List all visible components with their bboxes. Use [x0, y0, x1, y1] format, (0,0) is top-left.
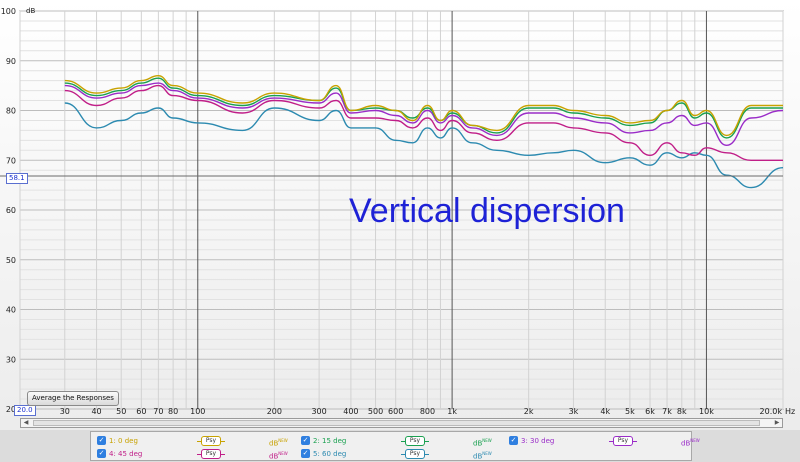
min-level-value[interactable]: 20.0: [14, 405, 36, 416]
y-tick-label: 90: [6, 57, 16, 66]
y-tick-label: 100: [1, 7, 16, 16]
psy-smoothing-button[interactable]: Psy: [197, 449, 225, 459]
x-tick-label: 30: [60, 407, 70, 416]
x-tick-label: 800: [420, 407, 435, 416]
legend-label: 4: 45 deg: [109, 450, 143, 458]
x-tick-label: 100: [190, 407, 205, 416]
x-tick-label: 2k: [524, 407, 534, 416]
curves: [64, 74, 784, 189]
curve-5: [64, 102, 784, 189]
x-tick-label: 70: [153, 407, 163, 416]
scroll-left-arrow-icon[interactable]: ◀: [23, 419, 29, 426]
db-new-label: dBNEW: [269, 451, 288, 461]
x-tick-label: 200: [267, 407, 282, 416]
scroll-thumb[interactable]: [33, 420, 760, 426]
grid: [19, 10, 784, 410]
psy-smoothing-button[interactable]: Psy: [609, 436, 637, 446]
x-tick-label: 3k: [569, 407, 579, 416]
db-new-label: dBNEW: [473, 451, 492, 461]
chart-annotation: Vertical dispersion: [349, 192, 625, 230]
y-axis-label: dB: [26, 7, 35, 15]
psy-smoothing-button[interactable]: Psy: [401, 449, 429, 459]
x-tick-label: 600: [388, 407, 403, 416]
x-tick-label: 6k: [645, 407, 655, 416]
legend-panel: ✓ 1: 0 deg Psy dBNEW ✓ 2: 15 deg Psy dBN…: [90, 431, 700, 461]
y-tick-label: 70: [6, 156, 16, 165]
x-tick-label: 4k: [600, 407, 610, 416]
plot-area[interactable]: 100 90 80 70 60 50 40 30 20 30 40 50 60 70 80 100 200 30…: [0, 0, 800, 430]
psy-smoothing-button[interactable]: Psy: [197, 436, 225, 446]
x-tick-label: 5k: [625, 407, 635, 416]
y-tick-label: 30: [6, 355, 16, 364]
x-tick-label: 300: [311, 407, 326, 416]
x-tick-label: 60: [136, 407, 146, 416]
legend-label: 5: 60 deg: [313, 450, 347, 458]
x-tick-label: 20.0k: [760, 407, 783, 416]
split-level-value[interactable]: 58.1: [6, 173, 28, 184]
y-tick-label: 60: [6, 206, 16, 215]
x-tick-label: 80: [168, 407, 178, 416]
db-new-label: dBNEW: [473, 438, 492, 448]
checkbox-checked-icon[interactable]: ✓: [301, 449, 310, 458]
scroll-right-arrow-icon[interactable]: ▶: [774, 419, 780, 426]
legend-label: 3: 30 deg: [521, 437, 555, 445]
x-axis-label: Hz: [785, 407, 795, 416]
y-tick-label: 80: [6, 107, 16, 116]
x-tick-label: 500: [368, 407, 383, 416]
x-tick-label: 10k: [699, 407, 714, 416]
average-responses-button[interactable]: Average the Responses: [27, 391, 119, 406]
x-axis-ticks: 30 40 50 60 70 80 100 200 300 400 500 600 800 1k 2k 3k 4…: [60, 407, 783, 416]
curve-3: [64, 82, 784, 147]
checkbox-checked-icon[interactable]: ✓: [509, 436, 518, 445]
horizontal-scrollbar[interactable]: ◀ ▶: [20, 418, 783, 428]
y-tick-label: 20: [6, 405, 16, 414]
x-tick-label: 7k: [662, 407, 672, 416]
x-tick-label: 1k: [447, 407, 457, 416]
checkbox-checked-icon[interactable]: ✓: [301, 436, 310, 445]
y-axis-ticks: 100 90 80 70 60 50 40 30 20: [1, 7, 16, 414]
legend-label: 1: 0 deg: [109, 437, 138, 445]
psy-smoothing-button[interactable]: Psy: [401, 436, 429, 446]
y-tick-label: 50: [6, 256, 16, 265]
legend-label: 2: 15 deg: [313, 437, 347, 445]
curve-1: [64, 74, 783, 137]
x-tick-label: 50: [116, 407, 126, 416]
checkbox-checked-icon[interactable]: ✓: [97, 449, 106, 458]
y-tick-label: 40: [6, 306, 16, 315]
db-new-label: dBNEW: [681, 438, 700, 448]
x-tick-label: 40: [91, 407, 101, 416]
db-new-label: dBNEW: [269, 438, 288, 448]
x-tick-label: 400: [343, 407, 358, 416]
x-tick-label: 8k: [677, 407, 687, 416]
curve-4: [64, 84, 783, 161]
checkbox-checked-icon[interactable]: ✓: [97, 436, 106, 445]
